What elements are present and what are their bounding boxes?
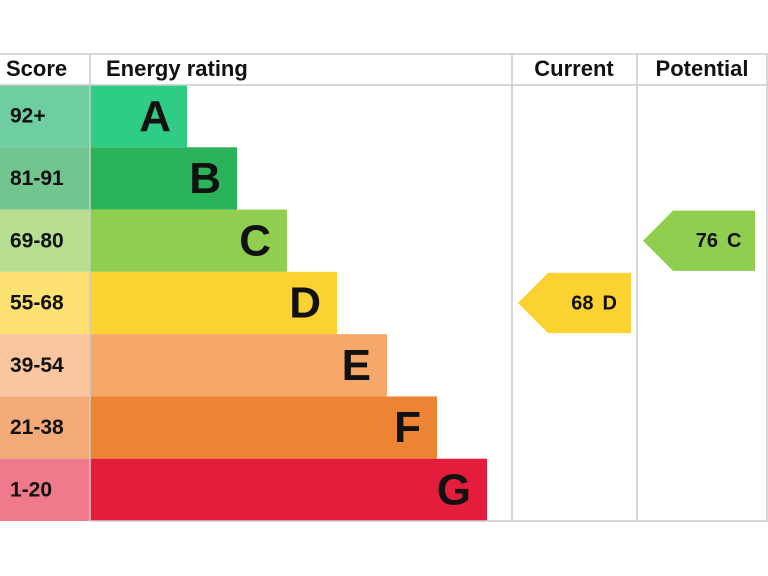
column-header: Current xyxy=(534,56,614,81)
current-arrow xyxy=(518,272,631,334)
rating-bar xyxy=(90,458,487,521)
score-label: 92+ xyxy=(10,105,46,128)
rating-letter: D xyxy=(289,279,321,328)
potential-arrow xyxy=(643,210,755,271)
score-cell xyxy=(0,209,90,272)
potential-value: 76 xyxy=(696,230,718,252)
score-cell xyxy=(0,271,90,335)
current-value: 68 xyxy=(571,292,593,314)
current-rating: D xyxy=(603,292,617,314)
rating-bar xyxy=(90,334,387,397)
rating-bar xyxy=(90,396,437,459)
score-cell xyxy=(0,147,90,210)
score-label: 1-20 xyxy=(10,478,52,501)
score-label: 55-68 xyxy=(10,292,64,315)
column-header: Score xyxy=(6,56,67,81)
rating-letter: F xyxy=(394,403,421,452)
potential-rating: C xyxy=(727,230,741,252)
score-cell xyxy=(0,85,90,148)
score-cell xyxy=(0,334,90,397)
rating-letter: C xyxy=(239,216,271,265)
score-cell xyxy=(0,458,90,521)
score-cell xyxy=(0,396,90,459)
rating-letter: B xyxy=(189,154,221,203)
rating-letter: E xyxy=(342,341,371,390)
column-header: Energy rating xyxy=(106,56,248,81)
rating-bar xyxy=(90,147,237,210)
column-header: Potential xyxy=(656,56,749,81)
rating-letter: G xyxy=(437,465,471,514)
score-label: 39-54 xyxy=(10,354,64,377)
rating-letter: A xyxy=(139,92,171,141)
rating-bar xyxy=(90,209,287,272)
score-label: 69-80 xyxy=(10,229,64,252)
rating-bar xyxy=(90,271,337,335)
score-label: 21-38 xyxy=(10,416,64,439)
score-label: 81-91 xyxy=(10,167,64,190)
rating-bar xyxy=(90,85,187,148)
